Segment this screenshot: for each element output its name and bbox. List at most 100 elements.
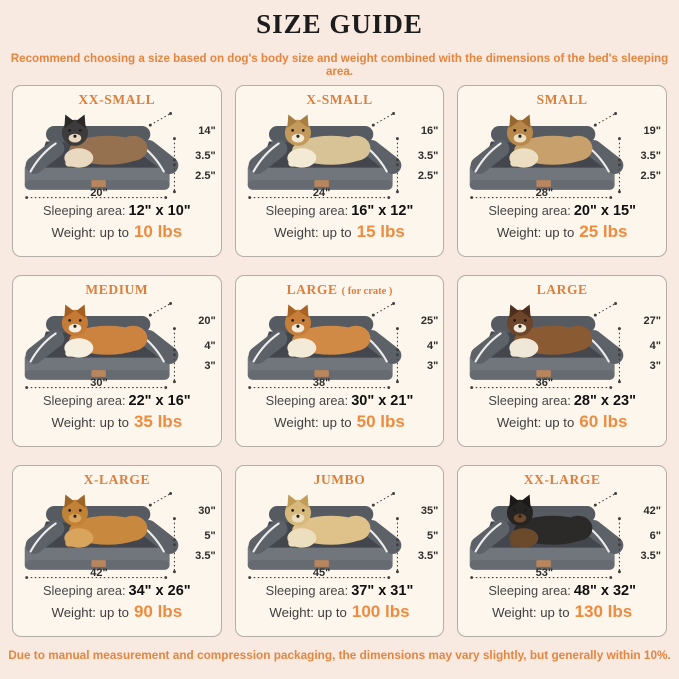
dim-depth-label: 20" xyxy=(198,315,216,327)
size-card-title: JUMBO xyxy=(236,472,444,488)
bed-right-arm xyxy=(139,139,179,174)
weight-label: Weight: up to xyxy=(274,225,352,240)
bed-right-arm xyxy=(139,329,179,364)
bed-right-arm xyxy=(584,329,624,364)
dim-base-height-label: 3" xyxy=(204,360,216,372)
size-grid: XX-SMALL xyxy=(12,85,667,637)
pet-figure xyxy=(284,114,371,168)
shiba-inu-on-bed-illustration xyxy=(247,302,401,389)
size-card-title: MEDIUM xyxy=(13,282,221,298)
weight-line: Weight: up to 60 lbs xyxy=(458,412,666,432)
pet-figure xyxy=(284,494,371,548)
bed-piping-left xyxy=(29,522,57,553)
measurement-lines xyxy=(249,493,398,579)
dim-base-height-label: 3.5" xyxy=(417,550,439,562)
dim-depth-label: 30" xyxy=(198,505,216,517)
sleeping-area-label: Sleeping area: xyxy=(42,393,126,408)
dim-width-label: 53" xyxy=(535,567,554,579)
bed-brand-tag xyxy=(536,370,552,377)
pet-figure xyxy=(284,304,371,358)
sleeping-area-value: 22" x 16" xyxy=(128,393,191,409)
weight-value: 35 lbs xyxy=(133,412,183,431)
dim-width-label: 28" xyxy=(535,187,554,199)
measurement-lines xyxy=(26,493,175,579)
dim-width-label: 20" xyxy=(90,187,108,199)
dim-bolster-height-label: 6" xyxy=(649,530,661,542)
dim-width-label: 38" xyxy=(312,377,331,389)
disclaimer-note: Due to manual measurement and compressio… xyxy=(8,648,671,662)
sleeping-area-label: Sleeping area: xyxy=(42,583,126,598)
sleeping-area-line: Sleeping area: 34" x 26" xyxy=(13,583,221,599)
pet-figure xyxy=(61,304,148,358)
sleeping-area-line: Sleeping area: 20" x 15" xyxy=(458,203,666,219)
measurement-lines xyxy=(471,113,621,199)
french-bulldog-on-bed-illustration xyxy=(470,112,624,199)
dim-base-height-label: 2.5" xyxy=(195,170,216,182)
size-label: SMALL xyxy=(536,92,588,107)
sleeping-area-value: 30" x 21" xyxy=(351,393,414,409)
measurement-endpoints xyxy=(470,112,622,199)
sleeping-area-value: 12" x 10" xyxy=(128,203,191,219)
sleeping-area-value: 37" x 31" xyxy=(351,583,414,599)
dim-base-height-label: 3" xyxy=(426,360,439,372)
page-title: SIZE GUIDE xyxy=(256,9,423,39)
bed-brand-tag xyxy=(536,180,552,187)
bed-right-arm xyxy=(362,139,401,174)
sleeping-area-line: Sleeping area: 30" x 21" xyxy=(236,393,444,409)
weight-line: Weight: up to 15 lbs xyxy=(236,222,444,242)
weight-value: 25 lbs xyxy=(579,222,628,241)
size-card-title: X-SMALL xyxy=(236,92,444,108)
size-label: JUMBO xyxy=(313,472,366,487)
measurement-lines xyxy=(26,303,175,389)
size-card-jumbo: JUMBO xyxy=(234,465,445,637)
puppy-on-bed-illustration xyxy=(247,112,401,199)
dim-base-height-label: 3.5" xyxy=(195,550,216,562)
size-card-large-for-crate: LARGE ( for crate ) xyxy=(234,275,445,447)
australian-shepherd-on-bed-illustration xyxy=(470,302,624,389)
weight-line: Weight: up to 90 lbs xyxy=(13,602,221,622)
bed-brand-tag xyxy=(314,180,329,187)
weight-value: 130 lbs xyxy=(574,602,633,621)
dim-bolster-height-label: 5" xyxy=(426,530,439,542)
dim-width-label: 36" xyxy=(535,377,554,389)
weight-line: Weight: up to 25 lbs xyxy=(458,222,666,242)
size-card-large: LARGE xyxy=(457,275,667,447)
sleeping-area-label: Sleeping area: xyxy=(265,203,349,218)
weight-label: Weight: up to xyxy=(496,225,575,240)
dim-width-label: 42" xyxy=(90,567,108,579)
weight-label: Weight: up to xyxy=(51,605,129,620)
size-card-small: SMALL xyxy=(457,85,667,257)
sleeping-area-label: Sleeping area: xyxy=(488,203,571,218)
sleeping-area-value: 20" x 15" xyxy=(573,203,636,219)
dim-width-label: 30" xyxy=(90,377,108,389)
bed-piping-left xyxy=(252,142,280,173)
sleeping-area-label: Sleeping area: xyxy=(488,583,571,598)
dim-depth-label: 27" xyxy=(643,315,661,327)
dim-bolster-height-label: 3.5" xyxy=(417,150,439,162)
bed-brand-tag xyxy=(91,370,106,377)
measurement-endpoints xyxy=(470,302,622,389)
bed-brand-tag xyxy=(91,180,106,187)
dim-depth-label: 16" xyxy=(420,125,439,137)
bed-brand-tag xyxy=(536,560,552,567)
weight-label: Weight: up to xyxy=(496,415,575,430)
pet-figure xyxy=(507,114,593,168)
dim-depth-label: 14" xyxy=(198,125,216,137)
measurement-endpoints xyxy=(247,492,399,579)
corgi-on-bed-illustration xyxy=(24,302,179,389)
dim-bolster-height-label: 4" xyxy=(426,340,439,352)
measurement-lines xyxy=(471,303,621,389)
measurement-endpoints xyxy=(25,112,176,199)
sleeping-area-line: Sleeping area: 12" x 10" xyxy=(13,203,221,219)
dim-bolster-height-label: 3.5" xyxy=(640,150,661,162)
dim-base-height-label: 2.5" xyxy=(417,170,439,182)
pet-figure xyxy=(507,494,593,548)
size-card-title: XX-LARGE xyxy=(458,472,666,488)
measurement-endpoints xyxy=(470,492,622,579)
page-subtitle: Recommend choosing a size based on dog's… xyxy=(10,52,669,78)
rottweiler-on-bed-illustration xyxy=(470,492,624,579)
dim-bolster-height-label: 5" xyxy=(204,530,216,542)
size-label: MEDIUM xyxy=(85,282,149,297)
bed-piping-left xyxy=(252,332,280,363)
